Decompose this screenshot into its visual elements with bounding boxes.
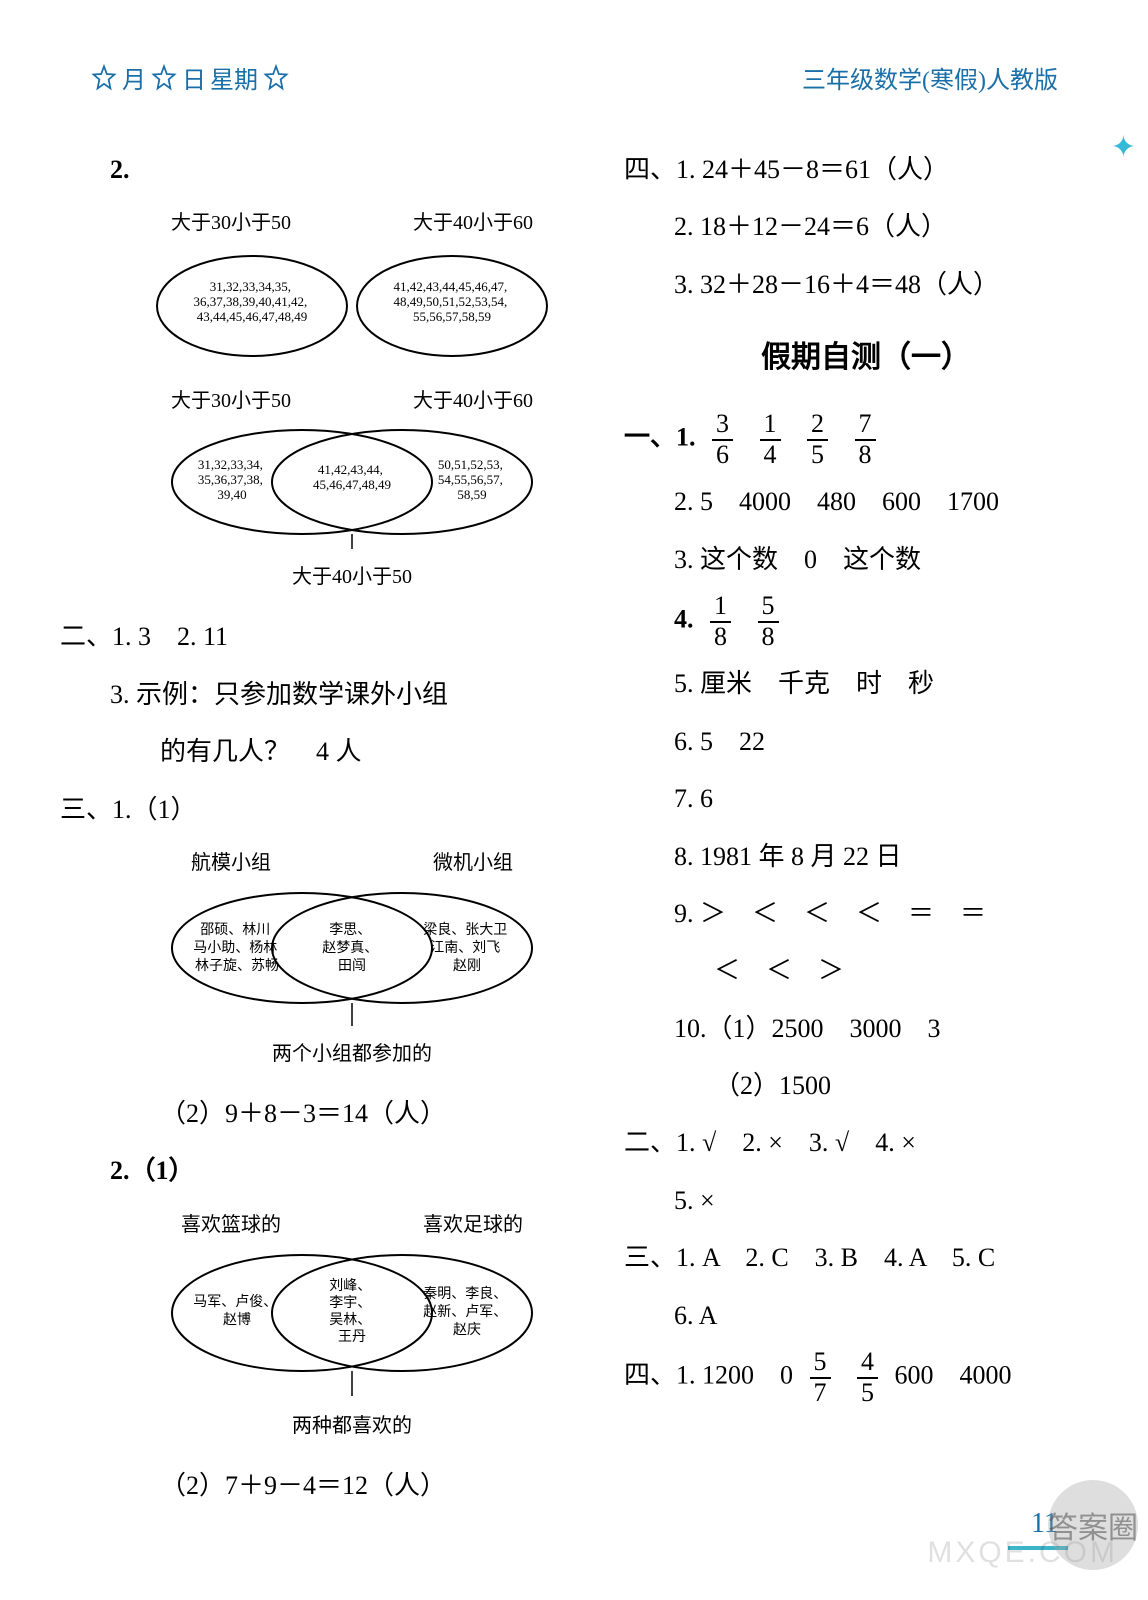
frac: 36 (712, 410, 733, 469)
sec3-q1-2: （2）9＋8－3＝14（人） (110, 1089, 594, 1138)
day-label: 日 (182, 60, 206, 95)
frac: 58 (758, 592, 779, 651)
venn1-right-title: 大于40小于60 (413, 204, 533, 242)
s1-10a: 10.（1）2500 3000 3 (624, 1004, 1108, 1053)
header-right: 三年级数学(寒假)人教版 (802, 60, 1058, 95)
star-icon (150, 64, 178, 92)
page: ✦ 月 日 星期 三年级数学(寒假)人教版 2. 大于30小于50 (0, 0, 1148, 1600)
s1-3: 3. 这个数 0 这个数 (624, 535, 1108, 584)
weekday-label: 星期 (210, 60, 258, 95)
star-decoration: ✦ (1111, 130, 1136, 165)
s1-9b: ＜ ＜ ＞ (624, 946, 1108, 995)
page-header: 月 日 星期 三年级数学(寒假)人教版 (40, 60, 1108, 95)
venn2-left-title: 大于30小于50 (171, 382, 291, 420)
svg-text:31,32,33,34, 35,36: 31,32,33,34, 35,36,37,38, 39,40 (198, 457, 266, 502)
sec2-q3a: 3. 示例：只参加数学课外小组 (110, 670, 594, 719)
s1-7: 7. 6 (624, 774, 1108, 823)
frac: 14 (760, 410, 781, 469)
svg-text:秦明、李良、 赵新、卢军、: 秦明、李良、 赵新、卢军、 赵庆 (423, 1286, 511, 1338)
venn3-left-title: 航模小组 (191, 844, 271, 882)
s4-label: 四、1. 1200 0 (624, 1361, 793, 1390)
venn-diagram-4: 喜欢篮球的 喜欢足球的 马军、卢俊、 赵博 刘峰、 李宇、 吴林、 王丹 (110, 1206, 594, 1445)
s1-4-row: 4. 18 58 (624, 592, 1108, 651)
frac: 57 (810, 1348, 831, 1407)
sec3-q2: 2.（1） (110, 1146, 594, 1195)
svg-text:50,51,52,53, 54,55: 50,51,52,53, 54,55,56,57, 58,59 (438, 457, 506, 502)
svg-text:李思、 赵梦真、: 李思、 赵梦真、 田闯 (322, 922, 382, 974)
sec3-q2-2: （2）7＋9－4＝12（人） (110, 1461, 594, 1510)
right-column: 四、1. 24＋45－8＝61（人） 2. 18＋12－24＝6（人） 3. 3… (624, 145, 1108, 1518)
content-columns: 2. 大于30小于50 大于40小于60 31,32,33,34,35, 36,… (40, 145, 1108, 1518)
s1-5: 5. 厘米 千克 时 秒 (624, 659, 1108, 708)
s1-9a: 9. ＞ ＜ ＜ ＜ ＝ ＝ (624, 889, 1108, 938)
s3b: 6. A (624, 1291, 1108, 1340)
frac: 18 (710, 592, 731, 651)
s4-tail: 600 4000 (895, 1361, 1012, 1390)
sec3-q1: 三、1.（1） (60, 785, 594, 834)
star-icon (90, 64, 118, 92)
svg-text:刘峰、 李宇、: 刘峰、 李宇、 吴林、 王丹 (329, 1278, 375, 1345)
s1-row: 一、1. 36 14 25 78 (624, 410, 1108, 469)
s2b: 5. × (624, 1176, 1108, 1225)
venn4-right-title: 喜欢足球的 (423, 1206, 523, 1244)
test-title: 假期自测（一） (624, 329, 1108, 386)
venn4-left-title: 喜欢篮球的 (181, 1206, 281, 1244)
stamp-text: 答案圈 (1048, 1503, 1138, 1547)
s1-2: 2. 5 4000 480 600 1700 (624, 477, 1108, 526)
sec2-line: 二、1. 3 2. 11 (60, 612, 594, 661)
venn1-left-title: 大于30小于50 (171, 204, 291, 242)
venn-diagram-1: 大于30小于50 大于40小于60 31,32,33,34,35, 36,37,… (110, 204, 594, 366)
s1-4-label: 4. (674, 605, 694, 634)
s3: 三、1. A 2. C 3. B 4. A 5. C (624, 1233, 1108, 1282)
svg-text:41,42,43,44, 45,46: 41,42,43,44, 45,46,47,48,49 (313, 462, 391, 492)
header-left: 月 日 星期 (90, 60, 290, 95)
left-column: 2. 大于30小于50 大于40小于60 31,32,33,34,35, 36,… (40, 145, 594, 1518)
s4-row: 四、1. 1200 0 57 45 600 4000 (624, 1348, 1108, 1407)
s1-10b: （2）1500 (624, 1061, 1108, 1110)
frac: 45 (857, 1348, 878, 1407)
svg-text:梁良、张大卫 江南、刘飞: 梁良、张大卫 江南、刘飞 赵刚 (423, 922, 511, 974)
venn-diagram-3: 航模小组 微机小组 邵硕、林川 马小助、杨林 林子旋、苏畅 李思、 赵梦真、 田… (110, 844, 594, 1073)
sec4-1: 四、1. 24＋45－8＝61（人） (624, 145, 1108, 194)
sec2-q3b: 的有几人？ 4 人 (110, 727, 594, 776)
venn2-caption: 大于40小于50 (110, 558, 594, 596)
s1-8: 8. 1981 年 8 月 22 日 (624, 832, 1108, 881)
venn4-caption: 两种都喜欢的 (110, 1407, 594, 1445)
sec4-3: 3. 32＋28－16＋4＝48（人） (624, 260, 1108, 309)
answer-stamp: 答案圈 (1048, 1480, 1138, 1570)
s1-6: 6. 5 22 (624, 717, 1108, 766)
frac: 78 (855, 410, 876, 469)
venn3-right-title: 微机小组 (433, 844, 513, 882)
s2: 二、1. √ 2. × 3. √ 4. × (624, 1118, 1108, 1167)
svg-text:41,42,43,44,45,46,47,: 41,42,43,44,45,46,47, 48,49,50,51,52,53,… (394, 279, 511, 324)
svg-text:邵硕、林川 马小助、杨林: 邵硕、林川 马小助、杨林 林子旋、苏畅 (193, 922, 281, 974)
svg-text:31,32,33,34,35, 36: 31,32,33,34,35, 36,37,38,39,40,41,42, 43… (194, 279, 311, 324)
sec4-2: 2. 18＋12－24＝6（人） (624, 202, 1108, 251)
q2-label: 2. (110, 145, 594, 194)
month-label: 月 (122, 60, 146, 95)
venn-diagram-2: 大于30小于50 大于40小于60 31,32,33,34, 35,36,37,… (110, 382, 594, 596)
s1-label: 一、1. (624, 423, 696, 452)
frac: 25 (807, 410, 828, 469)
venn2-right-title: 大于40小于60 (413, 382, 533, 420)
svg-text:马军、卢俊、 赵博: 马军、卢俊、 赵博 (193, 1294, 281, 1328)
star-icon (262, 64, 290, 92)
venn3-caption: 两个小组都参加的 (110, 1035, 594, 1073)
